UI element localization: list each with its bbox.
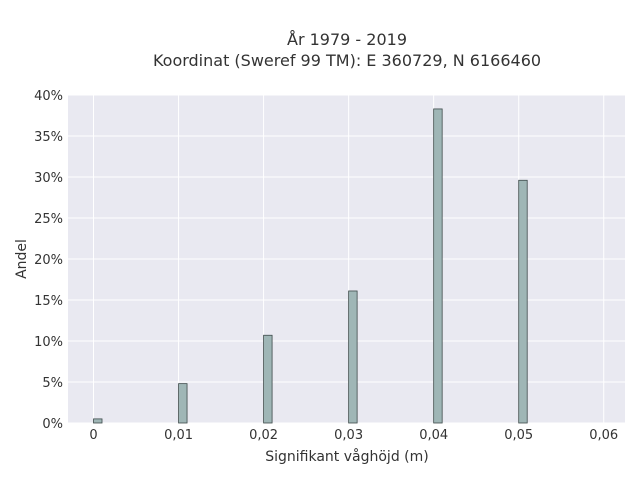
x-tick-label: 0,05	[504, 428, 533, 443]
histogram-bar	[433, 108, 443, 424]
x-axis-label: Signifikant våghöjd (m)	[265, 448, 428, 465]
x-axis-ticks: 0 0,01 0,02 0,03 0,04 0,05 0,06	[89, 428, 618, 443]
chart-title-line2: Koordinat (Sweref 99 TM): E 360729, N 61…	[153, 51, 541, 70]
histogram-bar	[348, 290, 358, 424]
y-tick-label: 10%	[34, 335, 63, 350]
x-tick-label: 0,03	[334, 428, 363, 443]
y-tick-label: 0%	[42, 417, 63, 432]
x-tick-label: 0,04	[419, 428, 448, 443]
y-tick-label: 25%	[34, 212, 63, 227]
y-tick-label: 5%	[42, 376, 63, 391]
y-axis-label: Andel	[14, 239, 30, 279]
y-axis-ticks: 0% 5% 10% 15% 20% 25% 30% 35% 40%	[34, 89, 63, 432]
y-tick-label: 35%	[34, 130, 63, 145]
y-tick-label: 15%	[34, 294, 63, 309]
bars	[93, 108, 528, 424]
grid-lines	[68, 94, 625, 424]
x-tick-label: 0,06	[589, 428, 618, 443]
y-tick-label: 40%	[34, 89, 63, 104]
y-tick-label: 30%	[34, 171, 63, 186]
x-tick-label: 0	[89, 428, 97, 443]
x-tick-label: 0,02	[249, 428, 278, 443]
histogram-bar	[518, 179, 528, 424]
histogram-bar	[93, 418, 103, 424]
histogram-bar	[178, 383, 188, 424]
y-tick-label: 20%	[34, 253, 63, 268]
x-tick-label: 0,01	[164, 428, 193, 443]
histogram-bar	[263, 334, 273, 424]
chart-title-line1: År 1979 - 2019	[287, 30, 407, 49]
